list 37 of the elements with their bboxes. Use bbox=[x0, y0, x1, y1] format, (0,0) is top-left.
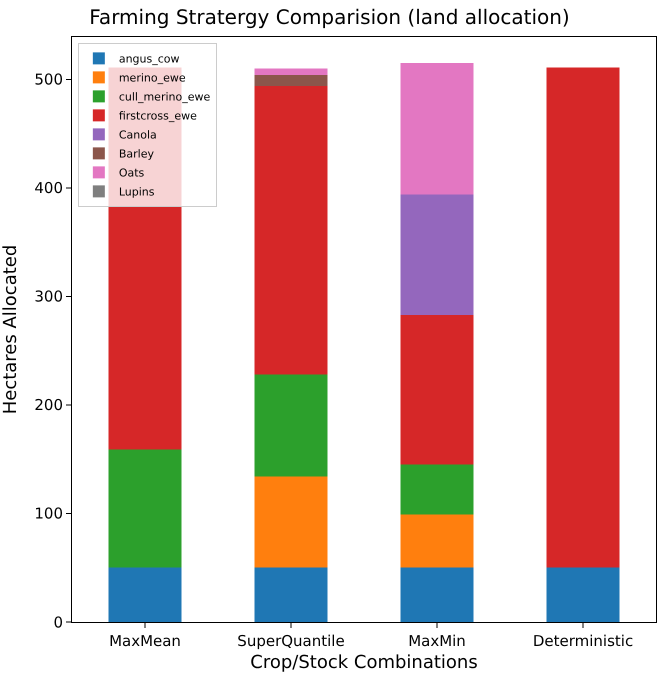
legend-label: Canola bbox=[118, 128, 157, 142]
y-tick-label: 0 bbox=[53, 613, 63, 632]
x-axis-title: Crop/Stock Combinations bbox=[250, 652, 478, 673]
bar bbox=[400, 568, 474, 622]
bar bbox=[400, 63, 474, 194]
legend-label: merino_ewe bbox=[118, 72, 186, 85]
y-tick-label: 500 bbox=[34, 70, 63, 89]
legend-label: Lupins bbox=[118, 186, 155, 199]
bar bbox=[400, 314, 474, 465]
bar bbox=[254, 374, 328, 477]
bar bbox=[400, 514, 474, 568]
bar bbox=[546, 568, 620, 622]
bar bbox=[400, 194, 474, 315]
bar bbox=[400, 464, 474, 515]
chart-title: Farming Stratergy Comparision (land allocation) bbox=[89, 5, 570, 30]
x-tick-label: SuperQuantile bbox=[237, 632, 345, 650]
y-tick-label: 300 bbox=[34, 288, 63, 306]
bar bbox=[546, 67, 620, 568]
bar bbox=[254, 74, 328, 86]
legend-label: angus_cow bbox=[118, 52, 180, 66]
bar bbox=[254, 68, 328, 75]
legend-label: Barley bbox=[118, 148, 154, 161]
bar bbox=[108, 568, 182, 622]
legend-label: Oats bbox=[118, 166, 145, 180]
y-tick-label: 400 bbox=[34, 179, 63, 198]
y-tick-label: 100 bbox=[34, 504, 63, 523]
bar bbox=[254, 476, 328, 568]
bar bbox=[254, 86, 328, 375]
x-tick-label: Deterministic bbox=[532, 632, 634, 650]
legend-label: cull_merino_ewe bbox=[118, 90, 210, 104]
bar bbox=[108, 449, 182, 568]
x-tick-label: MaxMin bbox=[408, 632, 466, 650]
legend-label: firstcross_ewe bbox=[118, 110, 198, 123]
x-tick-label: MaxMean bbox=[109, 632, 181, 650]
bar bbox=[254, 568, 328, 622]
y-tick-label: 200 bbox=[34, 396, 63, 414]
y-axis-title: Hectares Allocated bbox=[0, 244, 21, 414]
